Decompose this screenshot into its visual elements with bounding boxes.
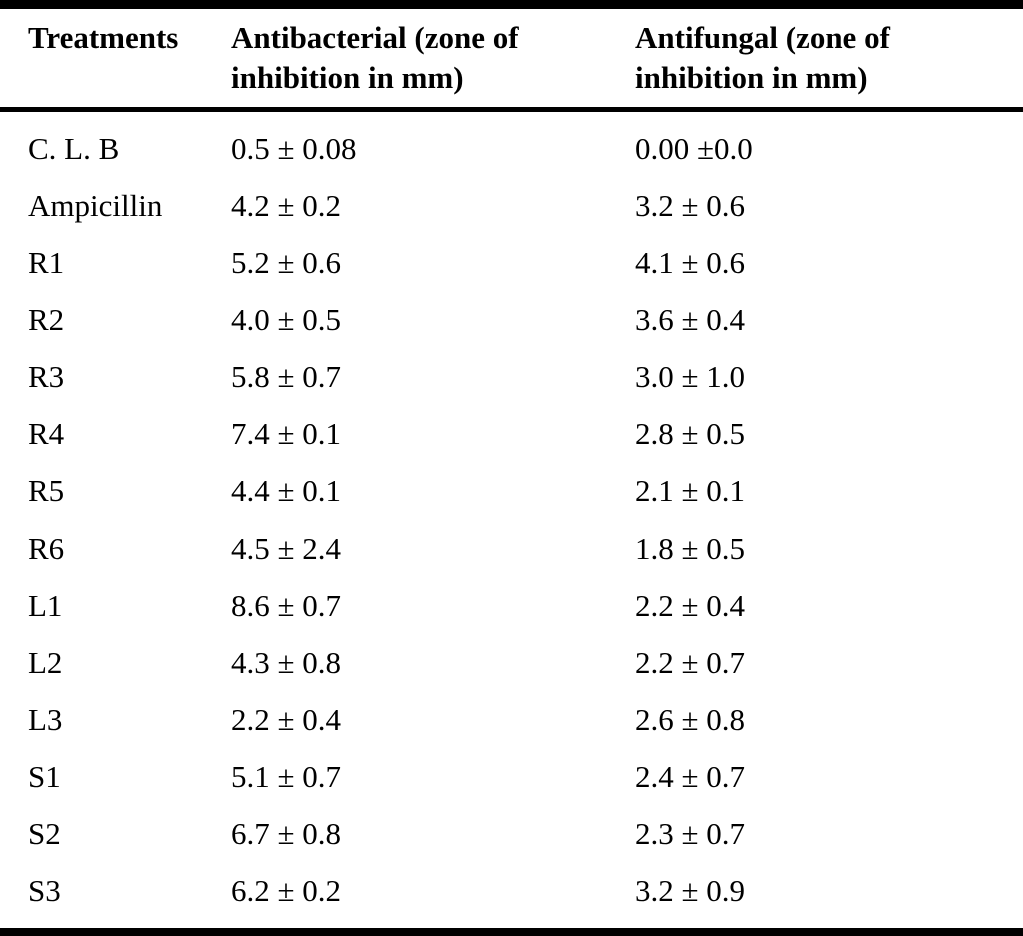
- header-antibacterial: Antibacterial (zone of inhibition in mm): [231, 20, 519, 95]
- table-row: R1 5.2 ± 0.6 4.1 ± 0.6: [0, 234, 1023, 291]
- table-row: L2 4.3 ± 0.8 2.2 ± 0.7: [0, 634, 1023, 691]
- antibacterial-cell: 5.2 ± 0.6: [231, 244, 342, 280]
- treatment-cell: S1: [28, 759, 61, 795]
- table-row: R3 5.8 ± 0.7 3.0 ± 1.0: [0, 349, 1023, 406]
- antifungal-cell: 2.8 ± 0.5: [635, 416, 746, 452]
- antifungal-cell: 3.2 ± 0.6: [635, 187, 746, 223]
- treatment-cell: S3: [28, 873, 61, 909]
- treatment-cell: L2: [28, 644, 63, 680]
- table-body: C. L. B 0.5 ± 0.08 0.00 ±0.0 Ampicillin …: [0, 112, 1023, 928]
- treatment-cell: L3: [28, 701, 63, 737]
- antifungal-cell: 2.2 ± 0.7: [635, 644, 746, 680]
- treatment-cell: Ampicillin: [28, 187, 163, 223]
- treatment-cell: R6: [28, 530, 65, 566]
- treatment-cell: R5: [28, 473, 65, 509]
- table-row: S3 6.2 ± 0.2 3.2 ± 0.9: [0, 863, 1023, 920]
- antibacterial-cell: 4.0 ± 0.5: [231, 301, 342, 337]
- table-row: L1 8.6 ± 0.7 2.2 ± 0.4: [0, 577, 1023, 634]
- antifungal-cell: 2.4 ± 0.7: [635, 759, 746, 795]
- antibacterial-cell: 4.4 ± 0.1: [231, 473, 342, 509]
- table-row: L3 2.2 ± 0.4 2.6 ± 0.8: [0, 691, 1023, 748]
- antifungal-cell: 2.6 ± 0.8: [635, 701, 746, 737]
- antifungal-cell: 2.3 ± 0.7: [635, 816, 746, 852]
- antifungal-cell: 3.0 ± 1.0: [635, 359, 746, 395]
- treatment-cell: L1: [28, 587, 63, 623]
- treatment-cell: R3: [28, 359, 65, 395]
- antibacterial-cell: 7.4 ± 0.1: [231, 416, 342, 452]
- header-antifungal: Antifungal (zone of inhibition in mm): [635, 20, 890, 95]
- treatment-cell: R4: [28, 416, 65, 452]
- table-row: C. L. B 0.5 ± 0.08 0.00 ±0.0: [0, 120, 1023, 177]
- table-row: Ampicillin 4.2 ± 0.2 3.2 ± 0.6: [0, 177, 1023, 234]
- antibacterial-cell: 2.2 ± 0.4: [231, 701, 342, 737]
- antibacterial-cell: 4.5 ± 2.4: [231, 530, 342, 566]
- table-row: R6 4.5 ± 2.4 1.8 ± 0.5: [0, 520, 1023, 577]
- antifungal-cell: 3.2 ± 0.9: [635, 873, 746, 909]
- table-header-row: Treatments Antibacterial (zone of inhibi…: [0, 9, 1023, 112]
- treatment-cell: R2: [28, 301, 65, 337]
- table-row: R5 4.4 ± 0.1 2.1 ± 0.1: [0, 463, 1023, 520]
- treatment-cell: R1: [28, 244, 65, 280]
- antifungal-cell: 1.8 ± 0.5: [635, 530, 746, 566]
- antibacterial-cell: 0.5 ± 0.08: [231, 130, 357, 166]
- antibacterial-cell: 6.2 ± 0.2: [231, 873, 342, 909]
- antibacterial-cell: 4.2 ± 0.2: [231, 187, 342, 223]
- treatment-cell: S2: [28, 816, 61, 852]
- table-row: R2 4.0 ± 0.5 3.6 ± 0.4: [0, 291, 1023, 348]
- antibacterial-cell: 8.6 ± 0.7: [231, 587, 342, 623]
- antifungal-cell: 0.00 ±0.0: [635, 130, 753, 166]
- antifungal-cell: 2.2 ± 0.4: [635, 587, 746, 623]
- antibacterial-cell: 5.8 ± 0.7: [231, 359, 342, 395]
- antifungal-cell: 2.1 ± 0.1: [635, 473, 746, 509]
- table-row: S1 5.1 ± 0.7 2.4 ± 0.7: [0, 749, 1023, 806]
- treatment-cell: C. L. B: [28, 130, 120, 166]
- antifungal-cell: 4.1 ± 0.6: [635, 244, 746, 280]
- table-row: S2 6.7 ± 0.8 2.3 ± 0.7: [0, 806, 1023, 863]
- antibacterial-cell: 5.1 ± 0.7: [231, 759, 342, 795]
- antibacterial-cell: 6.7 ± 0.8: [231, 816, 342, 852]
- antibacterial-cell: 4.3 ± 0.8: [231, 644, 342, 680]
- table-row: R4 7.4 ± 0.1 2.8 ± 0.5: [0, 406, 1023, 463]
- antifungal-cell: 3.6 ± 0.4: [635, 301, 746, 337]
- header-treatments: Treatments: [28, 20, 179, 55]
